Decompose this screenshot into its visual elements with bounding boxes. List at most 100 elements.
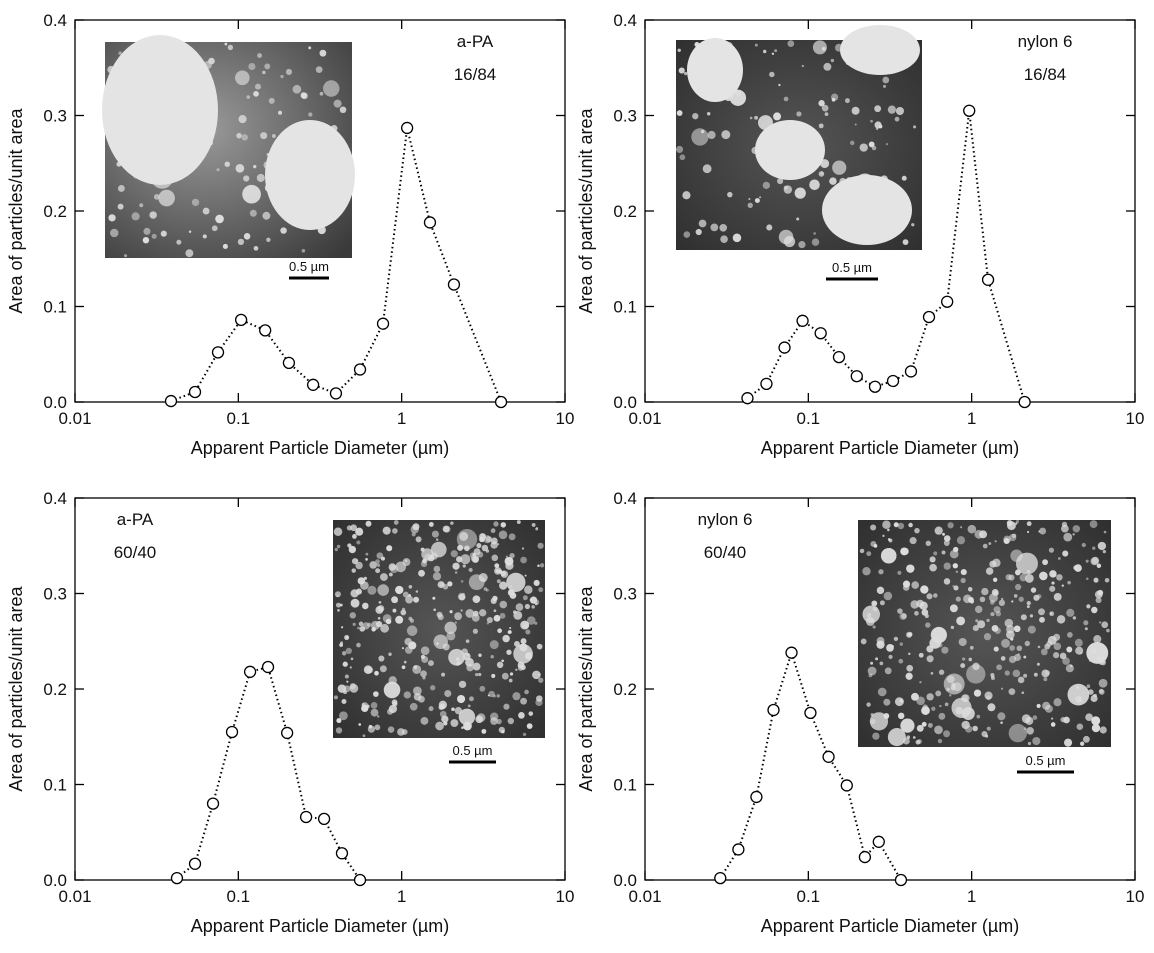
inset-particle xyxy=(343,662,348,667)
inset-particle xyxy=(538,678,543,683)
inset-particle xyxy=(513,610,516,613)
inset-particle xyxy=(925,622,930,627)
inset-particle xyxy=(497,628,502,633)
inset-particle xyxy=(421,646,430,655)
inset-particle xyxy=(973,625,979,631)
data-point xyxy=(165,396,176,407)
inset-particle xyxy=(1032,737,1040,745)
x-tick-label: 10 xyxy=(1126,409,1145,428)
y-tick-label: 0.4 xyxy=(613,489,637,508)
y-tick-label: 0.1 xyxy=(43,298,67,317)
inset-particle xyxy=(1013,670,1021,678)
inset-particle xyxy=(908,523,912,527)
inset-particle xyxy=(491,598,497,604)
inset-particle xyxy=(991,676,995,680)
figure: 0.5 µm0.010.11100.00.10.20.30.4Apparent … xyxy=(0,0,1154,948)
inset-particle xyxy=(943,730,950,737)
inset-particle xyxy=(925,614,929,618)
inset-particle xyxy=(984,692,992,700)
inset-particle xyxy=(696,229,702,235)
inset-particle xyxy=(212,225,218,231)
x-tick-label: 0.1 xyxy=(797,409,821,428)
inset-particle xyxy=(341,626,343,628)
x-axis-label: Apparent Particle Diameter (µm) xyxy=(191,438,449,458)
inset-particle xyxy=(387,709,393,715)
inset-particle xyxy=(499,530,508,539)
x-tick-label: 0.1 xyxy=(797,887,821,906)
inset-particle xyxy=(981,588,988,595)
inset-particle xyxy=(906,673,913,680)
inset-particle xyxy=(416,590,419,593)
inset-particle xyxy=(347,543,351,547)
inset-particle xyxy=(356,643,361,648)
inset-particle xyxy=(1006,574,1012,580)
inset-particle xyxy=(987,703,995,711)
inset-particle xyxy=(882,77,889,84)
inset-particle xyxy=(813,232,816,235)
inset-particle xyxy=(956,597,961,602)
inset-particle xyxy=(1056,574,1062,580)
inset-particle xyxy=(1027,531,1029,533)
inset-particle xyxy=(384,682,401,699)
inset-particle xyxy=(337,609,340,612)
inset-particle xyxy=(1005,670,1010,675)
inset-particle xyxy=(473,629,478,634)
inset-particle xyxy=(1063,717,1070,724)
scale-label: 0.5 µm xyxy=(1025,753,1065,768)
inset-particle xyxy=(386,545,392,551)
inset-particle xyxy=(881,548,897,564)
inset-particle xyxy=(441,673,445,677)
inset-particle xyxy=(450,610,453,613)
inset-particle xyxy=(373,691,379,697)
y-tick-label: 0.2 xyxy=(43,202,67,221)
inset-particle xyxy=(861,639,867,645)
inset-particle xyxy=(919,653,924,658)
inset-particle xyxy=(475,715,483,723)
inset-particle xyxy=(377,584,389,596)
inset-particle xyxy=(468,705,471,708)
data-point xyxy=(378,318,389,329)
inset-particle xyxy=(110,229,118,237)
inset-particle xyxy=(873,625,876,628)
data-point xyxy=(330,388,341,399)
inset-particle xyxy=(203,234,207,238)
inset-particle xyxy=(809,179,820,190)
inset-particle xyxy=(784,186,788,190)
inset-particle xyxy=(819,123,824,128)
inset-particle xyxy=(152,234,157,239)
data-point xyxy=(319,813,330,824)
inset-particle xyxy=(460,609,462,611)
inset-particle xyxy=(350,666,352,668)
inset-particle xyxy=(951,626,954,629)
inset-particle xyxy=(371,709,379,717)
inset-particle xyxy=(994,591,999,596)
inset-particle xyxy=(989,561,996,568)
inset-particle xyxy=(349,684,358,693)
inset-particle xyxy=(451,550,458,557)
inset-particle xyxy=(897,571,901,575)
inset-particle xyxy=(988,542,991,545)
inset-particle xyxy=(1010,638,1013,641)
inset-particle xyxy=(1103,550,1106,553)
inset-particle xyxy=(1091,648,1095,652)
inset-droplet xyxy=(265,120,355,230)
inset-particle xyxy=(436,538,439,541)
inset-particle xyxy=(416,536,422,542)
data-point xyxy=(841,780,852,791)
inset-particle xyxy=(395,616,403,624)
inset-particle xyxy=(1080,742,1084,746)
inset-particle xyxy=(253,165,256,168)
y-axis-label: Area of particles/unit area xyxy=(6,107,26,313)
data-point xyxy=(924,312,935,323)
inset-particle xyxy=(1077,723,1084,730)
inset-particle xyxy=(429,706,434,711)
inset-particle xyxy=(1033,715,1038,720)
y-axis-label: Area of particles/unit area xyxy=(576,585,596,791)
inset-particle xyxy=(769,72,774,77)
inset-particle xyxy=(1066,647,1072,653)
inset-particle xyxy=(509,627,511,629)
data-point xyxy=(786,647,797,658)
inset-particle xyxy=(759,196,761,198)
inset-particle xyxy=(260,132,267,139)
data-point xyxy=(336,848,347,859)
